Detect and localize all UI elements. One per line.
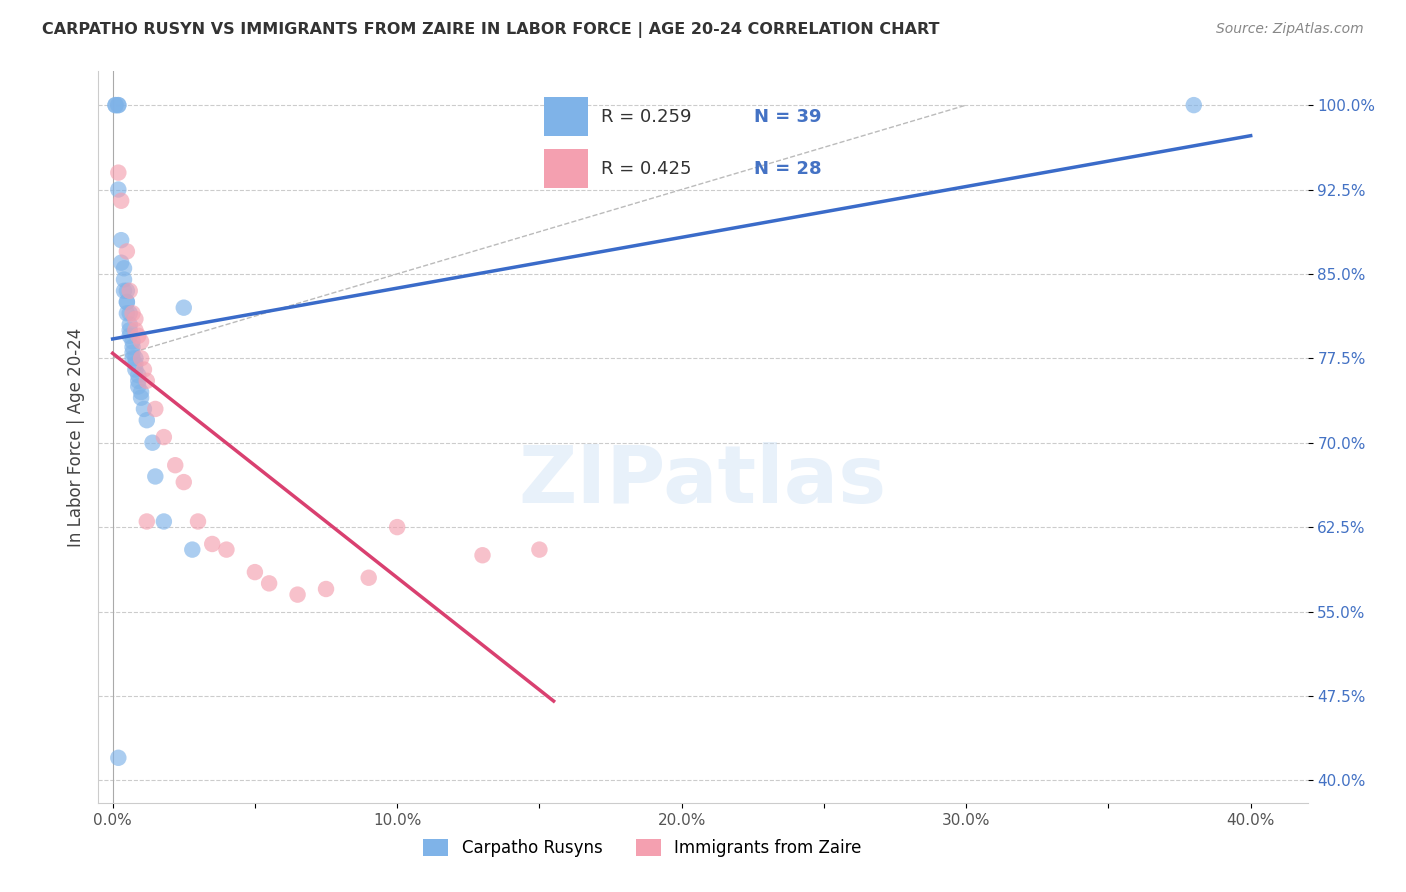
Point	[215, 542, 238, 557]
Point	[357, 571, 380, 585]
Point	[135, 374, 157, 388]
Point	[115, 295, 138, 310]
Point	[118, 328, 141, 343]
Point	[243, 565, 266, 579]
Legend: Carpatho Rusyns, Immigrants from Zaire: Carpatho Rusyns, Immigrants from Zaire	[416, 832, 869, 864]
Point	[107, 182, 129, 196]
Point	[315, 582, 337, 596]
Point	[110, 233, 132, 247]
Point	[257, 576, 280, 591]
Point	[107, 751, 129, 765]
Point	[104, 98, 127, 112]
Text: ZIPatlas: ZIPatlas	[519, 442, 887, 520]
Point	[141, 435, 163, 450]
Point	[132, 401, 155, 416]
Point	[127, 379, 149, 393]
Point	[385, 520, 408, 534]
Point	[118, 318, 141, 332]
Point	[112, 261, 135, 276]
Point	[287, 588, 309, 602]
Point	[135, 413, 157, 427]
Point	[107, 98, 129, 112]
Point	[124, 351, 146, 366]
Point	[129, 385, 152, 400]
Point	[115, 284, 138, 298]
Point	[110, 194, 132, 208]
Point	[181, 542, 204, 557]
Point	[135, 515, 157, 529]
Point	[173, 475, 195, 489]
Point	[127, 374, 149, 388]
Point	[107, 166, 129, 180]
Point	[132, 362, 155, 376]
Point	[143, 401, 166, 416]
Point	[121, 306, 143, 320]
Point	[127, 328, 149, 343]
Point	[118, 284, 141, 298]
Point	[115, 295, 138, 310]
Point	[471, 548, 494, 562]
Point	[118, 323, 141, 337]
Point	[129, 391, 152, 405]
Point	[153, 430, 176, 444]
Y-axis label: In Labor Force | Age 20-24: In Labor Force | Age 20-24	[66, 327, 84, 547]
Point	[104, 98, 127, 112]
Text: CARPATHO RUSYN VS IMMIGRANTS FROM ZAIRE IN LABOR FORCE | AGE 20-24 CORRELATION C: CARPATHO RUSYN VS IMMIGRANTS FROM ZAIRE …	[42, 22, 939, 38]
Point	[143, 469, 166, 483]
Point	[124, 312, 146, 326]
Point	[529, 542, 551, 557]
Point	[201, 537, 224, 551]
Point	[173, 301, 195, 315]
Point	[107, 98, 129, 112]
Point	[115, 306, 138, 320]
Text: Source: ZipAtlas.com: Source: ZipAtlas.com	[1216, 22, 1364, 37]
Point	[153, 515, 176, 529]
Point	[124, 362, 146, 376]
Point	[121, 345, 143, 359]
Point	[121, 351, 143, 366]
Point	[165, 458, 187, 473]
Point	[118, 306, 141, 320]
Point	[129, 351, 152, 366]
Point	[124, 323, 146, 337]
Point	[112, 272, 135, 286]
Point	[127, 368, 149, 383]
Point	[121, 334, 143, 349]
Point	[121, 340, 143, 354]
Point	[1182, 98, 1205, 112]
Point	[124, 357, 146, 371]
Point	[112, 284, 135, 298]
Point	[115, 244, 138, 259]
Point	[110, 255, 132, 269]
Point	[129, 334, 152, 349]
Point	[187, 515, 209, 529]
